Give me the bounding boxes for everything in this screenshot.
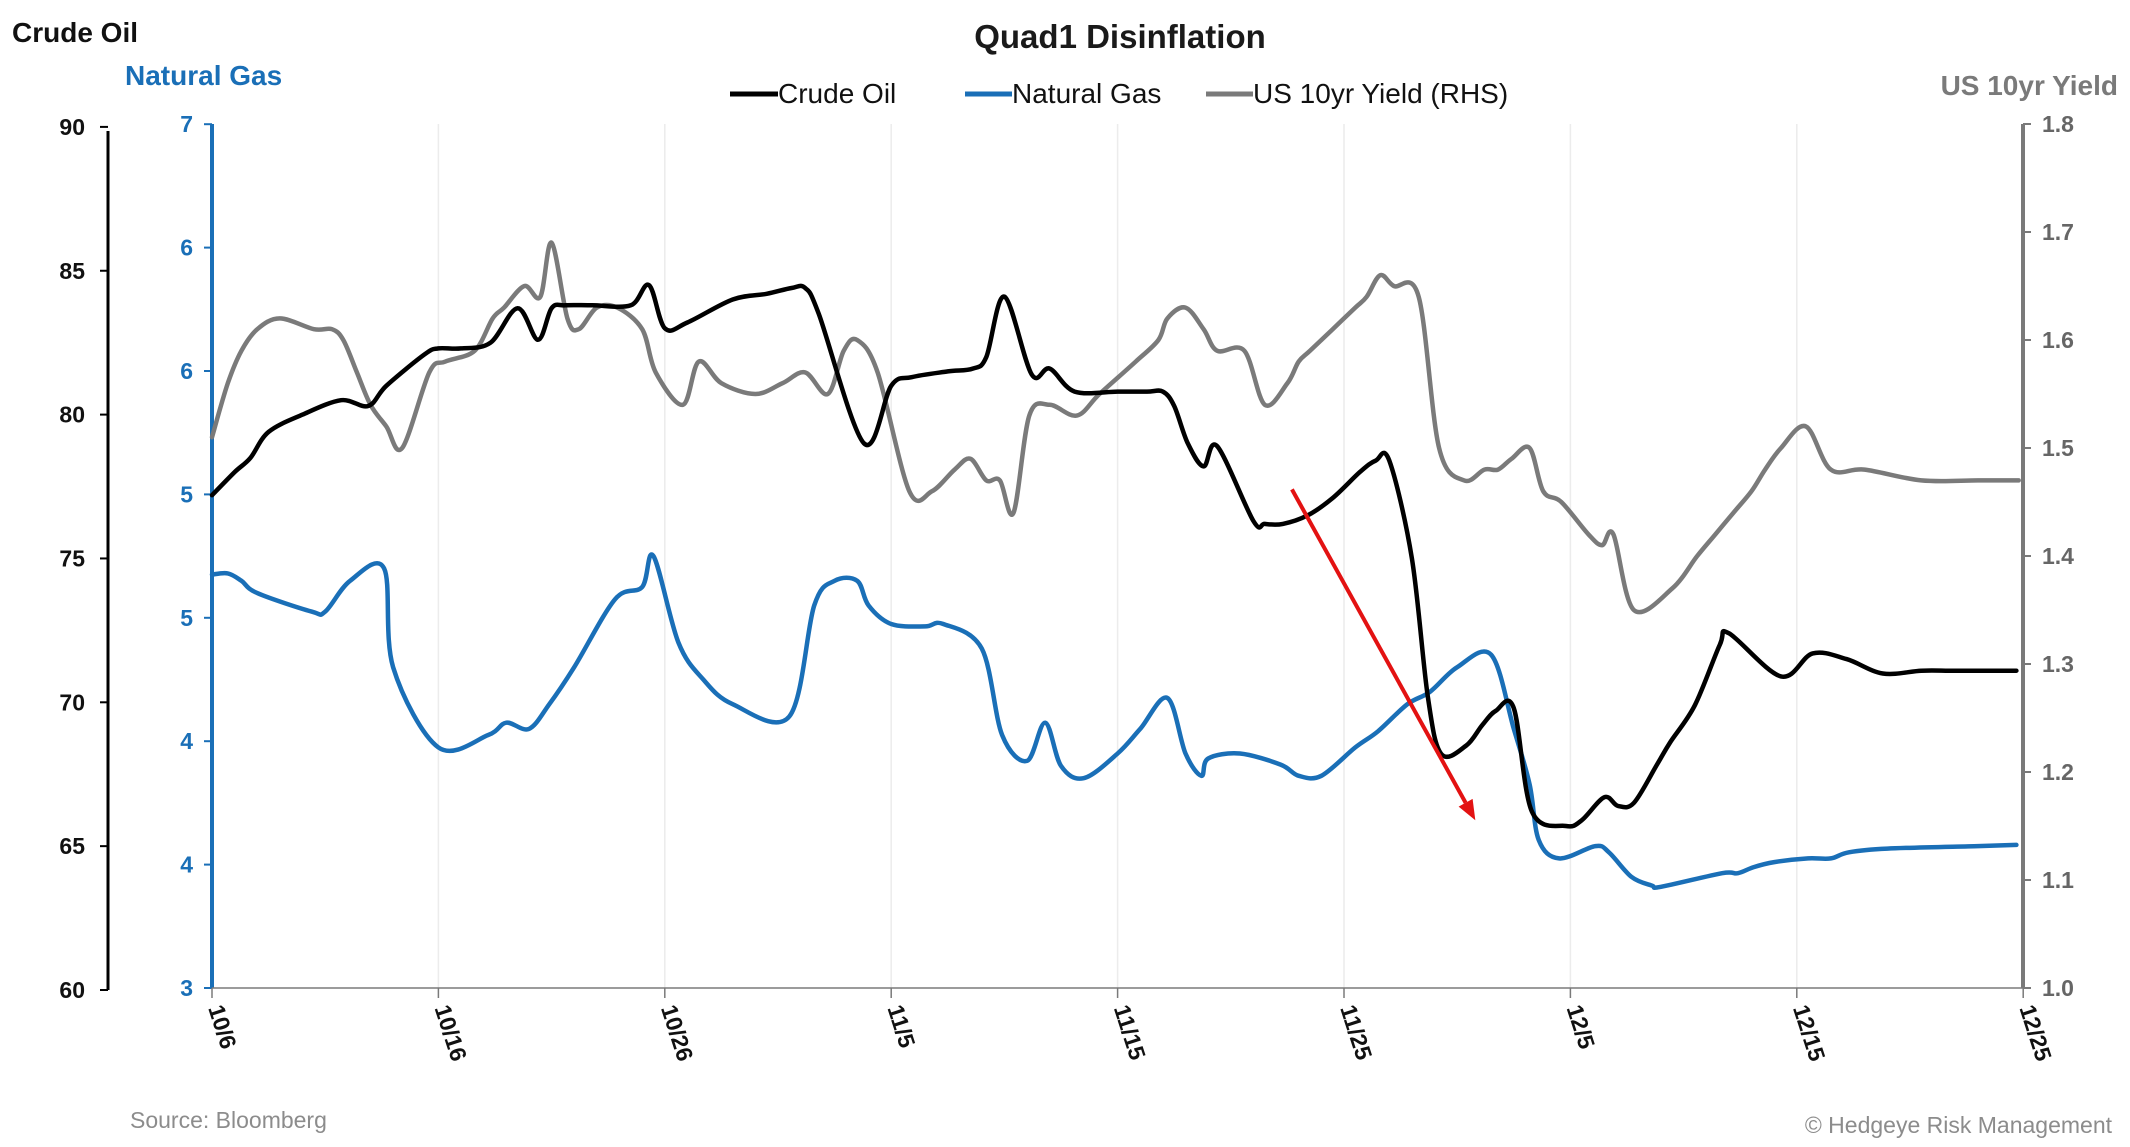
trend-arrow-head xyxy=(1458,798,1476,821)
gas-tick-label: 3 xyxy=(180,975,193,1001)
crude-tick-label: 65 xyxy=(59,833,85,859)
series-layer xyxy=(209,240,2021,891)
yield-tick-label: 1.4 xyxy=(2042,543,2074,569)
crude-axis-title: Crude Oil xyxy=(12,17,138,48)
crude-oil-line xyxy=(209,282,2019,829)
legend-label-yield: US 10yr Yield (RHS) xyxy=(1253,78,1508,109)
gas-axis-ticks: 3 4 4 5 5 6 6 7 xyxy=(180,111,212,1001)
yield-tick-label: 1.3 xyxy=(2042,651,2074,677)
crude-axis-ticks: 60 65 70 75 80 85 90 xyxy=(59,114,108,1003)
gas-tick-label: 4 xyxy=(180,728,193,754)
yield-axis-ticks: 1.0 1.1 1.2 1.3 1.4 1.5 1.6 1.7 1.8 xyxy=(2023,111,2074,1001)
legend: Crude Oil Natural Gas US 10yr Yield (RHS… xyxy=(730,78,1508,109)
yield-tick-label: 1.0 xyxy=(2042,975,2074,1001)
crude-tick-label: 90 xyxy=(59,114,85,140)
yield-tick-label: 1.1 xyxy=(2042,867,2074,893)
copyright-note: © Hedgeye Risk Management xyxy=(1805,1112,2113,1138)
legend-label-crude: Crude Oil xyxy=(778,78,896,109)
gas-tick-label: 5 xyxy=(180,605,193,631)
crude-tick-label: 70 xyxy=(59,689,85,715)
natural-gas-line xyxy=(209,552,2019,891)
gas-tick-label: 4 xyxy=(180,852,193,878)
x-tick-label: 10/16 xyxy=(430,1002,473,1065)
x-axis-ticks: 10/6 10/16 10/26 11/5 11/15 11/25 12/5 12/15 12/… xyxy=(203,988,2057,1064)
x-tick-label: 10/6 xyxy=(203,1002,242,1053)
yield-axis-title: US 10yr Yield xyxy=(1941,70,2118,101)
crude-tick-label: 60 xyxy=(59,977,85,1003)
yield-tick-label: 1.7 xyxy=(2042,219,2074,245)
crude-tick-label: 75 xyxy=(59,545,85,571)
gas-tick-label: 6 xyxy=(180,235,193,261)
crude-tick-label: 80 xyxy=(59,402,85,428)
yield-tick-label: 1.2 xyxy=(2042,759,2074,785)
source-note: Source: Bloomberg xyxy=(130,1107,327,1133)
chart-title: Quad1 Disinflation xyxy=(974,18,1266,55)
yield-tick-label: 1.5 xyxy=(2042,435,2074,461)
crude-tick-label: 85 xyxy=(59,258,85,284)
trend-arrow-shaft xyxy=(1290,488,1468,804)
gas-tick-label: 5 xyxy=(180,481,193,507)
x-grid xyxy=(437,124,2024,988)
gas-tick-label: 7 xyxy=(180,111,193,137)
legend-label-gas: Natural Gas xyxy=(1012,78,1161,109)
x-tick-label: 12/5 xyxy=(1562,1002,1601,1053)
yield-tick-label: 1.6 xyxy=(2042,327,2074,353)
gas-axis-title: Natural Gas xyxy=(125,60,282,91)
x-tick-label: 11/25 xyxy=(1335,1002,1377,1064)
annotation-layer xyxy=(1290,488,1476,821)
x-tick-label: 12/15 xyxy=(1788,1002,1831,1065)
us-10yr-yield-line xyxy=(209,240,2021,615)
x-tick-label: 10/26 xyxy=(656,1002,699,1065)
x-tick-label: 11/5 xyxy=(882,1002,920,1052)
x-tick-label: 11/15 xyxy=(1109,1002,1151,1064)
yield-tick-label: 1.8 xyxy=(2042,111,2074,137)
x-tick-label: 12/25 xyxy=(2014,1002,2057,1065)
gas-tick-label: 6 xyxy=(180,358,193,384)
